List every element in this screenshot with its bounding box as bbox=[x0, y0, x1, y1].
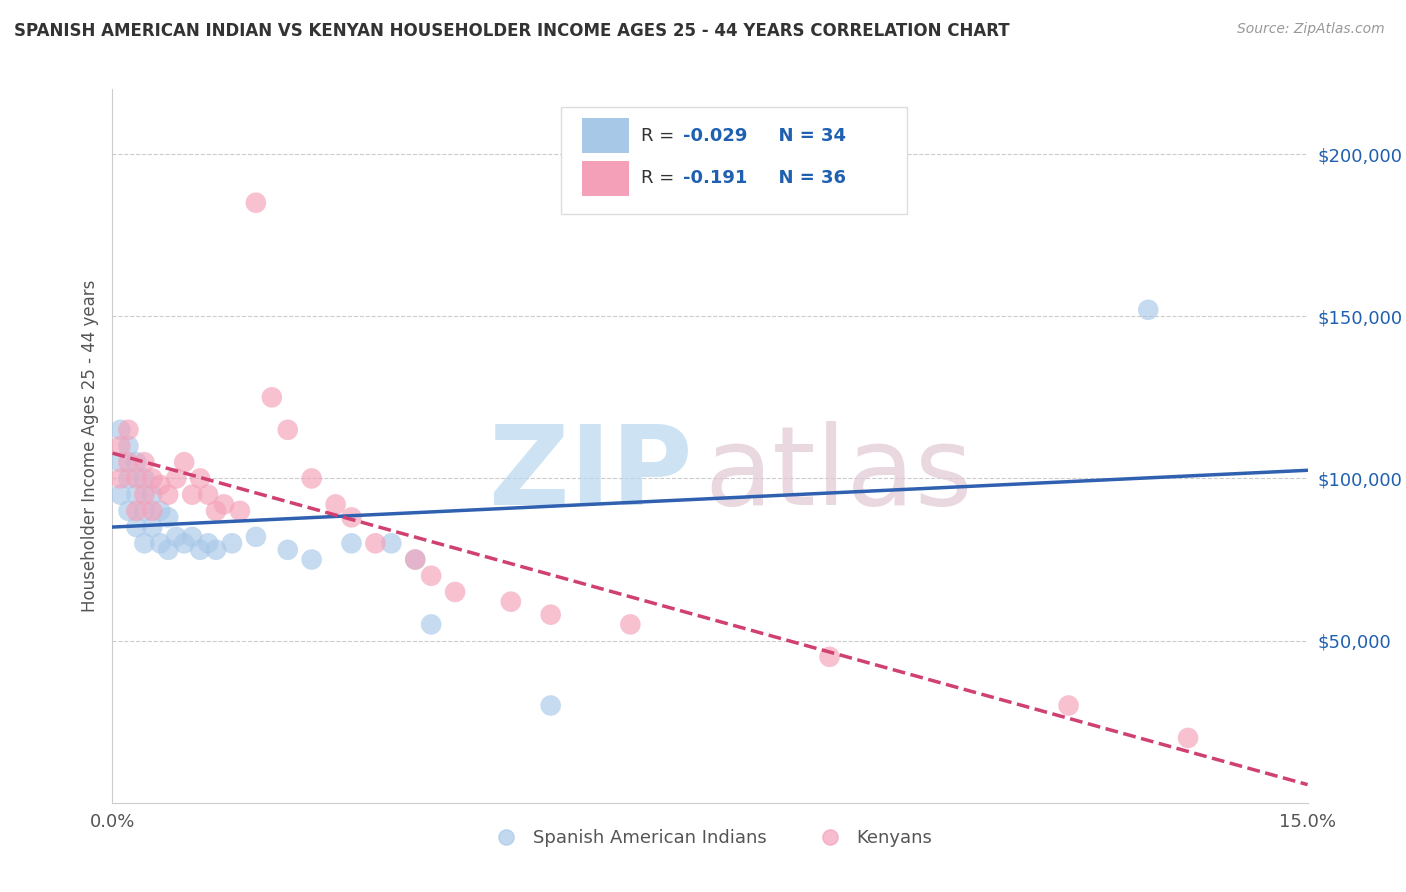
Point bbox=[340, 536, 363, 550]
Text: R =: R = bbox=[641, 127, 679, 145]
Text: -0.029: -0.029 bbox=[682, 127, 747, 145]
Point bbox=[540, 607, 562, 622]
Point bbox=[141, 488, 163, 502]
Point bbox=[1137, 302, 1160, 317]
Text: ZIP: ZIP bbox=[489, 421, 692, 528]
Text: N = 36: N = 36 bbox=[766, 169, 846, 187]
Point bbox=[1177, 731, 1199, 745]
Point bbox=[110, 488, 132, 502]
Text: N = 34: N = 34 bbox=[766, 127, 846, 145]
Point bbox=[277, 423, 299, 437]
Point bbox=[245, 195, 267, 210]
Point bbox=[134, 504, 156, 518]
Point bbox=[229, 504, 252, 518]
Point bbox=[117, 455, 139, 469]
Point bbox=[141, 471, 163, 485]
Point bbox=[149, 504, 172, 518]
Point bbox=[173, 536, 195, 550]
Point bbox=[110, 455, 132, 469]
Point bbox=[134, 488, 156, 502]
FancyBboxPatch shape bbox=[561, 107, 907, 214]
Point bbox=[540, 698, 562, 713]
Point bbox=[404, 552, 426, 566]
Point bbox=[125, 488, 148, 502]
Point bbox=[245, 530, 267, 544]
Point bbox=[325, 497, 347, 511]
Point bbox=[125, 471, 148, 485]
Point bbox=[404, 552, 426, 566]
Point bbox=[117, 423, 139, 437]
Point bbox=[212, 497, 235, 511]
Point bbox=[205, 542, 228, 557]
FancyBboxPatch shape bbox=[582, 161, 628, 196]
Point bbox=[134, 455, 156, 469]
Point bbox=[141, 504, 163, 518]
Point bbox=[301, 471, 323, 485]
Point bbox=[157, 488, 180, 502]
Point bbox=[380, 536, 402, 550]
Point bbox=[173, 455, 195, 469]
Point bbox=[149, 478, 172, 492]
Point bbox=[340, 510, 363, 524]
Point bbox=[110, 471, 132, 485]
Point bbox=[364, 536, 387, 550]
Point bbox=[197, 488, 219, 502]
Point bbox=[125, 455, 148, 469]
Point bbox=[188, 471, 211, 485]
Point bbox=[117, 504, 139, 518]
Point bbox=[197, 536, 219, 550]
Point bbox=[181, 488, 204, 502]
Point bbox=[157, 510, 180, 524]
Point bbox=[134, 471, 156, 485]
Point bbox=[181, 530, 204, 544]
Point bbox=[141, 520, 163, 534]
Point bbox=[188, 542, 211, 557]
Point bbox=[420, 617, 443, 632]
Point bbox=[157, 542, 180, 557]
Point bbox=[125, 504, 148, 518]
Point bbox=[301, 552, 323, 566]
Point bbox=[1057, 698, 1080, 713]
Text: Source: ZipAtlas.com: Source: ZipAtlas.com bbox=[1237, 22, 1385, 37]
Text: R =: R = bbox=[641, 169, 679, 187]
Point bbox=[117, 471, 139, 485]
Point bbox=[125, 520, 148, 534]
Point bbox=[134, 536, 156, 550]
Legend: Spanish American Indians, Kenyans: Spanish American Indians, Kenyans bbox=[481, 822, 939, 855]
Point bbox=[260, 390, 283, 404]
FancyBboxPatch shape bbox=[582, 118, 628, 153]
Text: SPANISH AMERICAN INDIAN VS KENYAN HOUSEHOLDER INCOME AGES 25 - 44 YEARS CORRELAT: SPANISH AMERICAN INDIAN VS KENYAN HOUSEH… bbox=[14, 22, 1010, 40]
Point bbox=[205, 504, 228, 518]
Point bbox=[420, 568, 443, 582]
Text: atlas: atlas bbox=[704, 421, 973, 528]
Point bbox=[221, 536, 243, 550]
Point bbox=[165, 471, 187, 485]
Text: -0.191: -0.191 bbox=[682, 169, 747, 187]
Y-axis label: Householder Income Ages 25 - 44 years: Householder Income Ages 25 - 44 years bbox=[80, 280, 98, 612]
Point bbox=[117, 439, 139, 453]
Point bbox=[165, 530, 187, 544]
Point bbox=[818, 649, 841, 664]
Point bbox=[277, 542, 299, 557]
Point bbox=[499, 595, 522, 609]
Point bbox=[110, 423, 132, 437]
Point bbox=[619, 617, 641, 632]
Point bbox=[149, 536, 172, 550]
Point bbox=[110, 439, 132, 453]
Point bbox=[444, 585, 467, 599]
